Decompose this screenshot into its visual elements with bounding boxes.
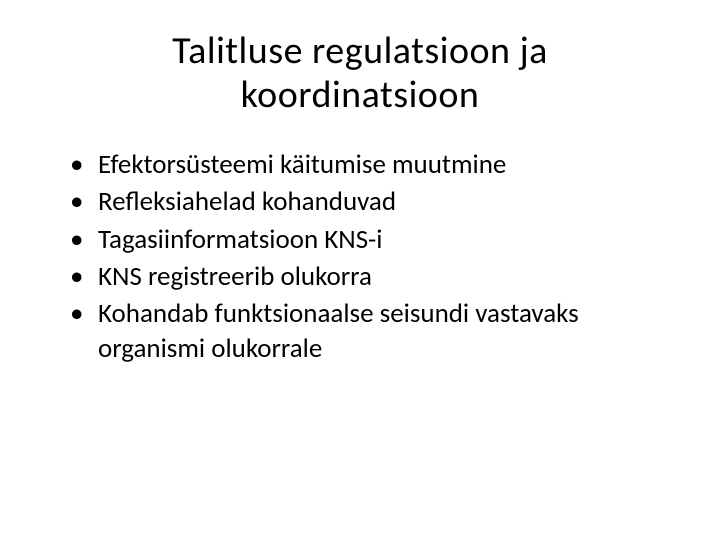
list-item: KNS registreerib olukorra [70, 259, 680, 294]
title-line-1: Talitluse regulatsioon ja [172, 28, 548, 74]
bullet-text: Tagasiinformatsioon KNS-i [98, 223, 382, 256]
list-item: Kohandab funktsionaalse seisundi vastava… [70, 296, 680, 366]
bullet-text: KNS registreerib olukorra [98, 260, 372, 293]
bullet-text: Kohandab funktsionaalse seisundi vastava… [98, 297, 579, 365]
title-line-2: koordinatsioon [241, 72, 480, 118]
bullet-text: Efektorsüsteemi käitumise muutmine [98, 148, 506, 181]
list-item: Tagasiinformatsioon KNS-i [70, 222, 680, 257]
slide-title: Talitluse regulatsioon ja koordinatsioon [40, 30, 680, 117]
bullet-list: Efektorsüsteemi käitumise muutmine Refle… [40, 147, 680, 366]
list-item: Refleksiahelad kohanduvad [70, 184, 680, 219]
bullet-text: Refleksiahelad kohanduvad [98, 185, 396, 218]
list-item: Efektorsüsteemi käitumise muutmine [70, 147, 680, 182]
